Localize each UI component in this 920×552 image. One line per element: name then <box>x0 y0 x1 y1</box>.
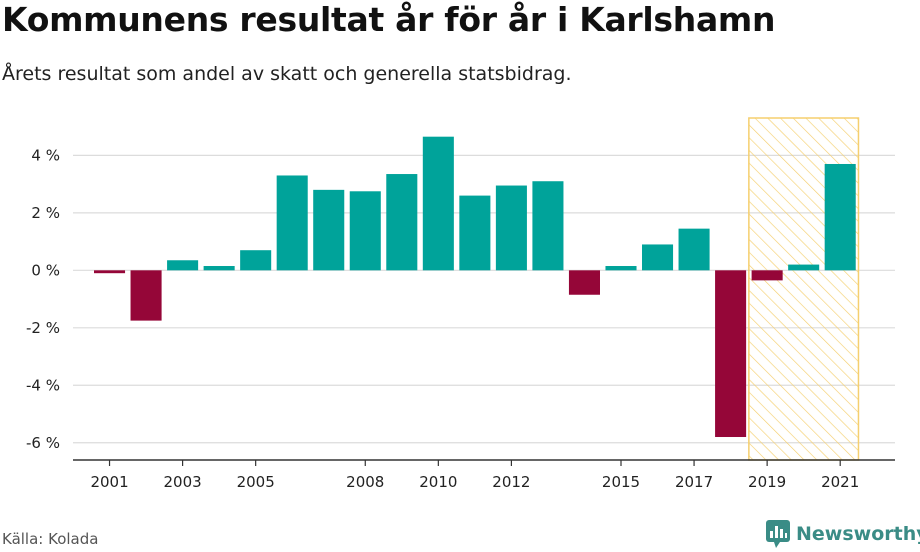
chart-title: Kommunens resultat år för år i Karlshamn <box>2 0 776 39</box>
newsworthy-logo[interactable]: Newsworthy <box>766 520 920 548</box>
x-tick-label: 2003 <box>164 473 202 491</box>
bar-2018[interactable] <box>715 270 747 438</box>
x-tick-label: 2017 <box>675 473 713 491</box>
y-axis-labels: -6 % -4 % -2 % 0 % 2 % 4 % <box>26 146 60 451</box>
bar-2019[interactable] <box>751 270 783 281</box>
bars <box>94 136 856 438</box>
brand-name: Newsworthy <box>796 523 920 545</box>
x-tick-label: 2005 <box>237 473 275 491</box>
bar-2015[interactable] <box>605 266 637 271</box>
bar-2012[interactable] <box>495 185 527 271</box>
bar-2002[interactable] <box>130 270 162 321</box>
y-tick-label: -6 % <box>26 434 60 452</box>
y-tick-label: 0 % <box>31 261 60 279</box>
x-tick-label: 2008 <box>346 473 384 491</box>
newsworthy-logo-icon <box>766 520 790 548</box>
bar-2003[interactable] <box>167 260 199 271</box>
bar-2014[interactable] <box>568 270 600 295</box>
bar-2001[interactable] <box>94 270 126 274</box>
x-tick-label: 2012 <box>492 473 530 491</box>
bar-2011[interactable] <box>459 195 491 271</box>
y-tick-label: -4 % <box>26 376 60 394</box>
bar-2006[interactable] <box>276 175 308 271</box>
x-tick-label: 2001 <box>90 473 128 491</box>
x-axis-labels: 2001 2003 2005 2008 2010 2012 2015 2017 2019 2021 <box>90 473 859 491</box>
source-note: Källa: Kolada <box>2 530 99 548</box>
chart-subtitle: Årets resultat som andel av skatt och ge… <box>2 63 572 85</box>
bar-2021[interactable] <box>824 163 856 271</box>
bar-2017[interactable] <box>678 228 710 271</box>
bar-2016[interactable] <box>642 244 674 271</box>
bar-2008[interactable] <box>349 191 381 271</box>
bar-2009[interactable] <box>386 174 418 271</box>
bar-2020[interactable] <box>788 264 820 271</box>
x-tick-label: 2021 <box>821 473 859 491</box>
y-tick-label: -2 % <box>26 319 60 337</box>
x-tick-label: 2019 <box>748 473 786 491</box>
bar-2010[interactable] <box>422 136 454 271</box>
bar-2007[interactable] <box>313 189 345 271</box>
bar-2013[interactable] <box>532 181 564 271</box>
x-axis <box>73 459 895 466</box>
bar-2005[interactable] <box>240 250 272 271</box>
bar-2004[interactable] <box>203 266 235 271</box>
y-tick-label: 2 % <box>31 204 60 222</box>
x-tick-label: 2010 <box>419 473 457 491</box>
y-tick-label: 4 % <box>31 146 60 164</box>
x-tick-label: 2015 <box>602 473 640 491</box>
